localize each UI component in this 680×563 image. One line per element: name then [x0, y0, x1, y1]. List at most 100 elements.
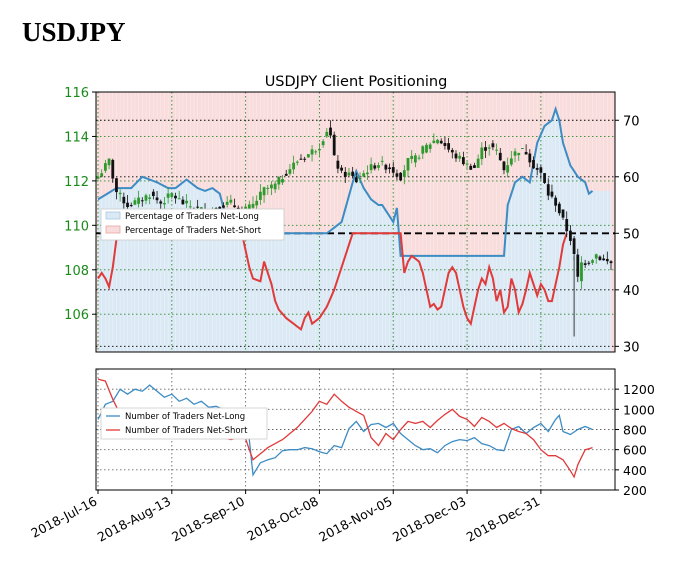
- candle-body: [388, 167, 391, 170]
- candle-body: [251, 203, 255, 208]
- candle-body: [480, 147, 484, 160]
- candle-body: [284, 173, 288, 176]
- candle-body: [318, 148, 321, 151]
- candle-body: [583, 263, 587, 265]
- candle-body: [395, 173, 399, 177]
- candle-body: [513, 151, 517, 156]
- candle-body: [605, 258, 609, 262]
- legend-box: [100, 208, 285, 241]
- candle-body: [347, 172, 351, 176]
- candle-body: [509, 158, 513, 165]
- candle-body: [155, 197, 159, 201]
- candle-body: [170, 193, 174, 197]
- candle-body: [602, 258, 606, 261]
- candle-body: [524, 152, 528, 155]
- candle-body: [506, 165, 510, 173]
- candle-body: [550, 191, 554, 197]
- count-tick-label: 800: [623, 423, 647, 438]
- candle-body: [458, 155, 462, 159]
- candle-body: [377, 165, 380, 168]
- candle-body: [163, 203, 166, 205]
- candle-body: [306, 154, 310, 158]
- candle-body: [432, 140, 436, 143]
- net-long-background: [98, 109, 611, 352]
- candle-body: [598, 256, 602, 261]
- candle-body: [565, 219, 569, 232]
- candle-body: [148, 197, 152, 199]
- candle-body: [133, 200, 137, 205]
- candle-body: [129, 205, 133, 207]
- candle-body: [247, 204, 251, 209]
- candle-body: [354, 177, 358, 183]
- candle-body: [484, 147, 487, 151]
- candle-body: [174, 195, 177, 199]
- candle-body: [111, 159, 115, 179]
- candle-body: [417, 157, 421, 159]
- candle-body: [288, 169, 292, 174]
- candle-body: [498, 152, 502, 161]
- candle-body: [366, 172, 369, 175]
- candle-body: [362, 173, 366, 177]
- candle-body: [580, 262, 583, 282]
- candle-body: [554, 197, 558, 206]
- candle-body: [277, 177, 281, 185]
- chart-title: USDJPY Client Positioning: [265, 74, 448, 90]
- candle-body: [140, 200, 144, 202]
- candle-body: [450, 149, 454, 153]
- candle-body: [107, 158, 111, 166]
- candle-body: [273, 183, 277, 190]
- candle-body: [517, 152, 521, 156]
- candle-body: [270, 184, 273, 189]
- candle-body: [539, 167, 543, 173]
- candle-body: [473, 165, 476, 168]
- candle-body: [373, 165, 377, 169]
- candle-body: [126, 202, 129, 208]
- candle-body: [118, 192, 122, 195]
- candle-body: [502, 161, 506, 171]
- candle-body: [454, 153, 458, 159]
- candle-body: [351, 171, 355, 176]
- price-tick-label: 106: [64, 308, 89, 323]
- x-tick-label: 2018-Jul-16: [28, 493, 99, 540]
- candle-body: [591, 260, 594, 263]
- candle-body: [487, 147, 491, 149]
- net-long-percentage-line: [97, 105, 594, 257]
- price-tick-label: 112: [64, 175, 89, 190]
- candle-body: [410, 155, 414, 159]
- upper-panel-frame: [95, 91, 616, 353]
- x-tick-label: 2018-Sep-10: [169, 493, 247, 544]
- candle-body: [399, 172, 403, 181]
- candle-body: [557, 203, 561, 214]
- candle-body: [332, 134, 336, 156]
- candle-body: [329, 127, 332, 136]
- page-title: USDJPY: [22, 17, 126, 47]
- candle-body: [185, 200, 188, 204]
- candle-body: [266, 187, 270, 189]
- candle-body: [325, 131, 329, 137]
- candle-body: [380, 160, 384, 162]
- legend-label: Percentage of Traders Net-Long: [125, 212, 259, 222]
- candle-body: [576, 254, 580, 277]
- candle-body: [402, 170, 406, 177]
- count-tick-label: 200: [623, 483, 647, 498]
- candle-body: [137, 197, 140, 204]
- candle-body: [258, 191, 262, 200]
- sentiment-tick-label: 60: [623, 171, 640, 186]
- price-tick-label: 114: [64, 130, 89, 145]
- legend-label: Number of Traders Net-Short: [125, 426, 248, 436]
- candle-body: [461, 157, 465, 165]
- candle-body: [369, 164, 373, 171]
- candle-body: [443, 143, 447, 147]
- candle-body: [469, 165, 473, 170]
- candle-body: [100, 173, 104, 177]
- candle-body: [343, 171, 347, 177]
- candle-body: [532, 160, 535, 169]
- x-tick-label: 2018-Nov-05: [316, 493, 394, 544]
- candle-body: [340, 167, 343, 171]
- candle-body: [222, 205, 225, 208]
- count-tick-label: 400: [623, 463, 647, 478]
- price-tick-label: 108: [64, 264, 89, 279]
- candle-body: [336, 160, 340, 169]
- candle-body: [528, 153, 532, 163]
- candle-body: [609, 261, 613, 264]
